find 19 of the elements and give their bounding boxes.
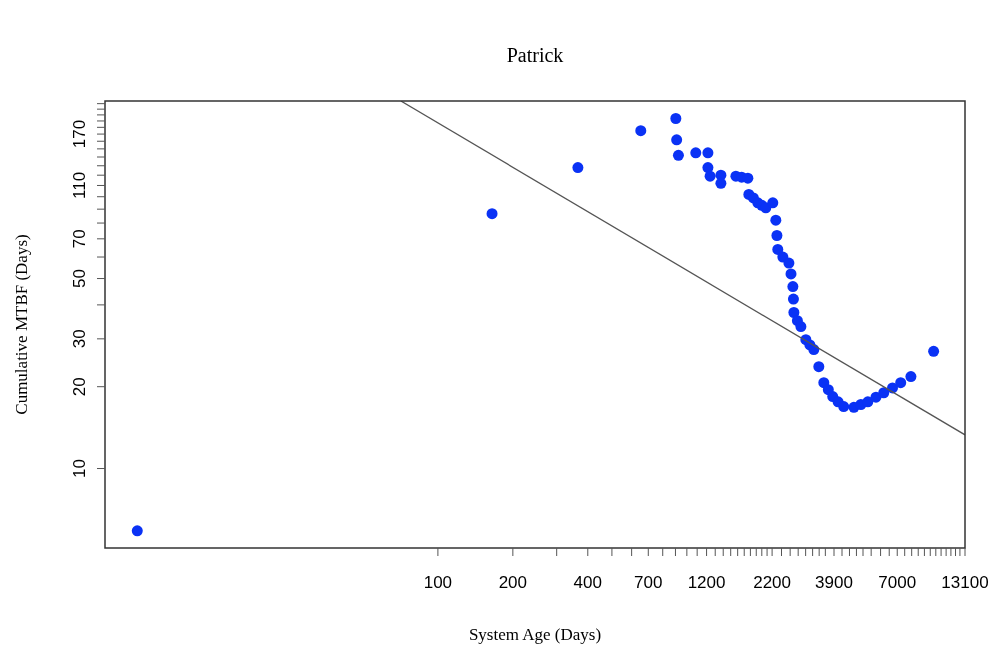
y-tick-label: 20	[70, 377, 89, 397]
y-tick-label: 110	[70, 171, 89, 200]
x-tick-label: 200	[498, 573, 528, 592]
y-tick-label: 170	[70, 119, 89, 149]
y-axis-title: Cumulative MTBF (Days)	[12, 234, 31, 415]
x-tick-label: 7000	[878, 573, 917, 592]
x-axis-title: System Age (Days)	[468, 625, 602, 644]
x-tick-label: 1200	[687, 573, 726, 592]
y-tick-label: 70	[70, 229, 89, 249]
x-tick-label: 100	[423, 573, 453, 592]
y-tick-label: 10	[70, 459, 89, 478]
y-tick-label: 30	[70, 329, 89, 349]
x-tick-label: 400	[573, 573, 602, 592]
y-tick-label: 50	[70, 269, 89, 288]
x-tick-label: 2200	[753, 573, 792, 592]
x-tick-label: 3900	[815, 573, 853, 592]
x-tick-label: 700	[634, 573, 663, 592]
chart-title: Patrick	[506, 44, 564, 66]
x-tick-label: 13100	[941, 573, 989, 592]
